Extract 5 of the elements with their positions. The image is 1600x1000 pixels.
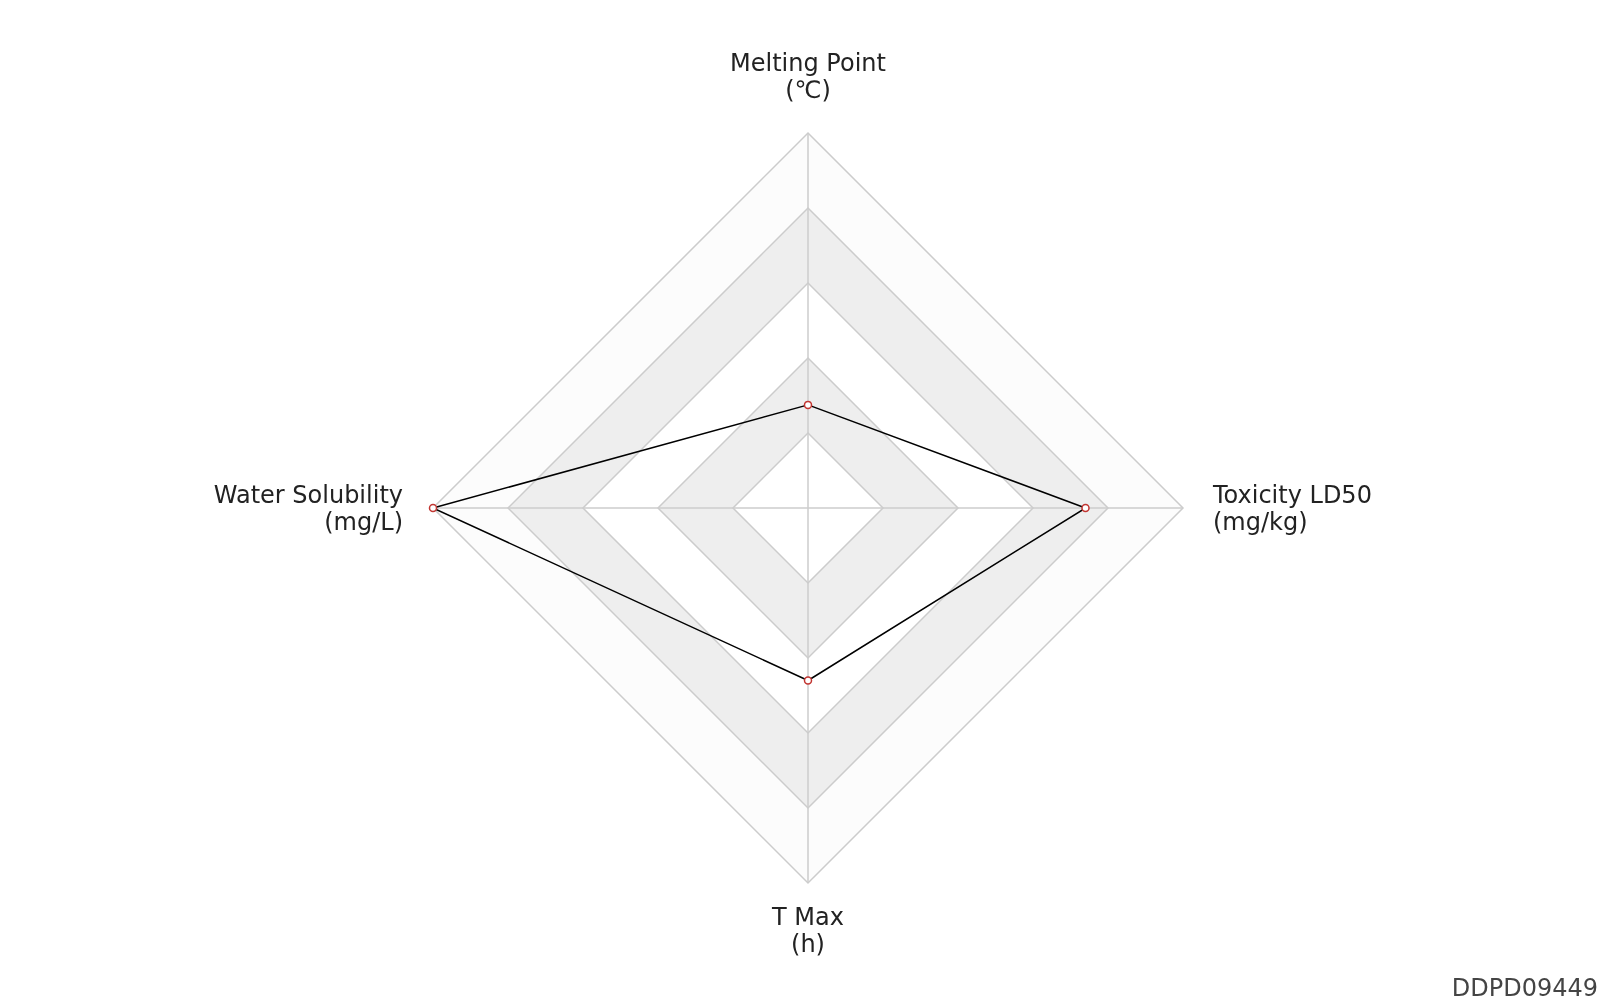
spoke-label: Melting Point (℃) [730, 49, 886, 104]
spoke-label: Water Solubility (mg/L) [213, 481, 403, 536]
spoke-label: T Max (h) [771, 903, 844, 958]
spoke-label: Toxicity LD50 (mg/kg) [1212, 481, 1372, 536]
text: DDPD09449 [1451, 974, 1598, 1000]
